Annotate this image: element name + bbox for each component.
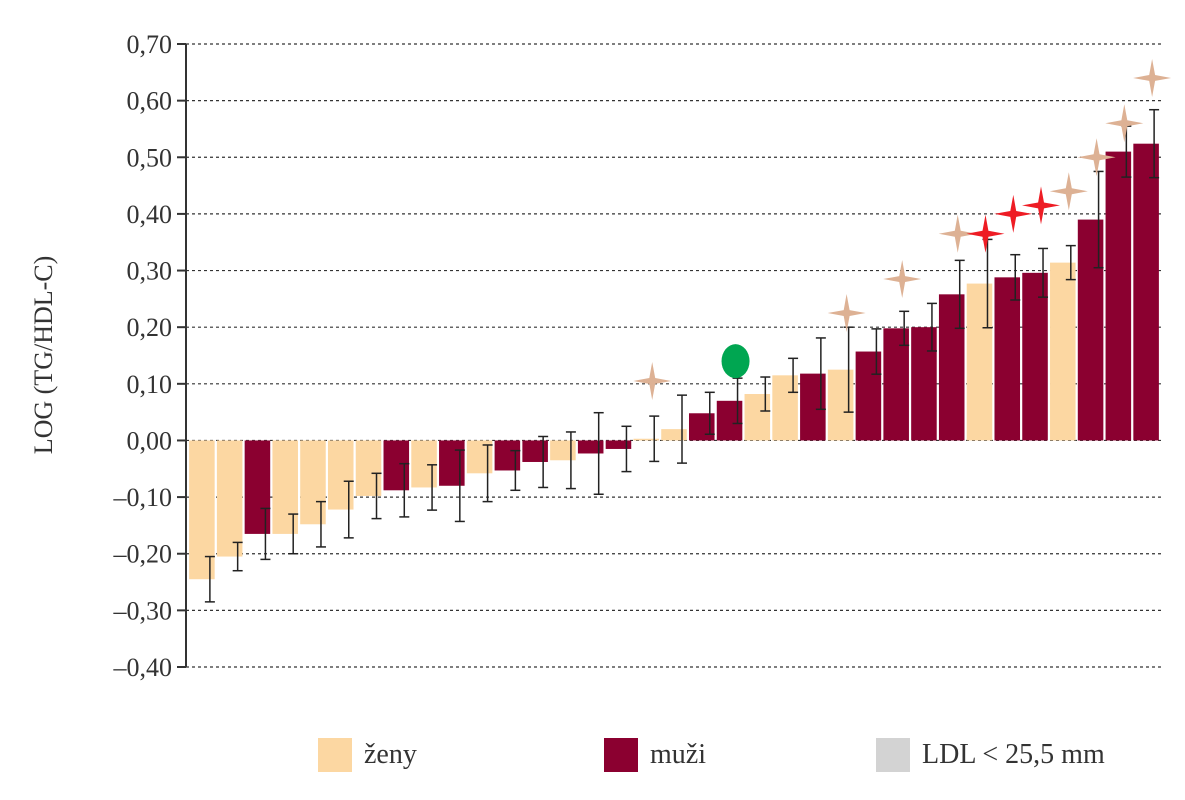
bar xyxy=(1022,272,1048,441)
y-tick-label: 0,40 xyxy=(127,200,173,229)
beige-star-marker xyxy=(633,362,672,400)
bar xyxy=(772,375,798,441)
bar xyxy=(994,277,1021,441)
y-tick-label: –0,20 xyxy=(113,540,173,569)
bar xyxy=(966,283,993,441)
legend-item-zeny: ženy xyxy=(318,738,417,772)
bar xyxy=(327,440,354,510)
legend-label-muzi: muži xyxy=(650,739,706,770)
red-star-marker xyxy=(966,214,1005,253)
legend-label-zeny: ženy xyxy=(364,739,417,770)
bar xyxy=(189,440,215,580)
y-tick-label: 0,70 xyxy=(127,30,173,59)
beige-star-marker xyxy=(827,294,866,332)
bar xyxy=(1050,262,1076,441)
bar xyxy=(244,440,271,534)
bar xyxy=(577,440,604,454)
legend-swatch-muzi xyxy=(604,738,638,772)
beige-star-marker xyxy=(1049,172,1088,211)
bar xyxy=(744,394,771,441)
bar xyxy=(716,400,743,441)
bar xyxy=(1077,219,1104,441)
bar xyxy=(272,440,298,534)
y-tick-label: 0,00 xyxy=(127,426,173,455)
y-tick-label: –0,40 xyxy=(113,653,173,682)
bar xyxy=(883,328,909,441)
y-tick-label: 0,50 xyxy=(127,143,173,172)
bar xyxy=(550,440,576,461)
legend-swatch-zeny xyxy=(318,738,352,772)
bar xyxy=(522,440,548,462)
y-tick-label: 0,60 xyxy=(127,87,173,116)
bar xyxy=(439,440,465,486)
bar xyxy=(1105,151,1132,441)
legend-item-ldl: LDL < 25,5 mm xyxy=(876,738,1105,772)
bar xyxy=(661,429,687,441)
legend-label-ldl: LDL < 25,5 mm xyxy=(922,739,1105,770)
bar xyxy=(411,440,437,488)
green-dot-marker xyxy=(721,344,750,379)
bar xyxy=(355,440,382,496)
y-tick-label: 0,10 xyxy=(127,370,173,399)
bar xyxy=(688,413,715,441)
bar xyxy=(605,440,632,449)
bar xyxy=(300,440,326,525)
red-star-marker xyxy=(994,194,1033,233)
beige-star-marker xyxy=(1105,104,1144,143)
beige-star-marker xyxy=(1077,138,1116,177)
y-tick-label: 0,20 xyxy=(127,313,173,342)
bar xyxy=(938,294,965,441)
y-tick-label: –0,30 xyxy=(113,596,173,625)
bar xyxy=(383,440,410,491)
error-bars xyxy=(204,108,1160,603)
y-axis-title: LOG (TG/HDL-C) xyxy=(29,256,58,455)
legend-item-muzi: muži xyxy=(604,738,706,772)
bar xyxy=(800,373,826,441)
bar xyxy=(216,440,243,557)
bar xyxy=(494,440,521,471)
bar xyxy=(633,438,660,441)
beige-star-marker xyxy=(883,260,922,298)
y-tick-label: –0,10 xyxy=(113,483,173,512)
bar xyxy=(855,351,882,441)
markers xyxy=(633,59,1172,400)
bar xyxy=(911,327,937,441)
legend-swatch-ldl xyxy=(876,738,910,772)
y-axis-ticks: –0,40 –0,30 –0,20 –0,10 0,00 0,10 0,20 0,30 0,40… xyxy=(113,30,186,682)
bar xyxy=(1133,143,1159,441)
y-tick-label: 0,30 xyxy=(127,257,173,286)
bar xyxy=(827,369,854,441)
beige-star-marker xyxy=(1133,59,1172,97)
beige-star-marker xyxy=(938,214,977,253)
red-star-marker xyxy=(1022,186,1060,225)
